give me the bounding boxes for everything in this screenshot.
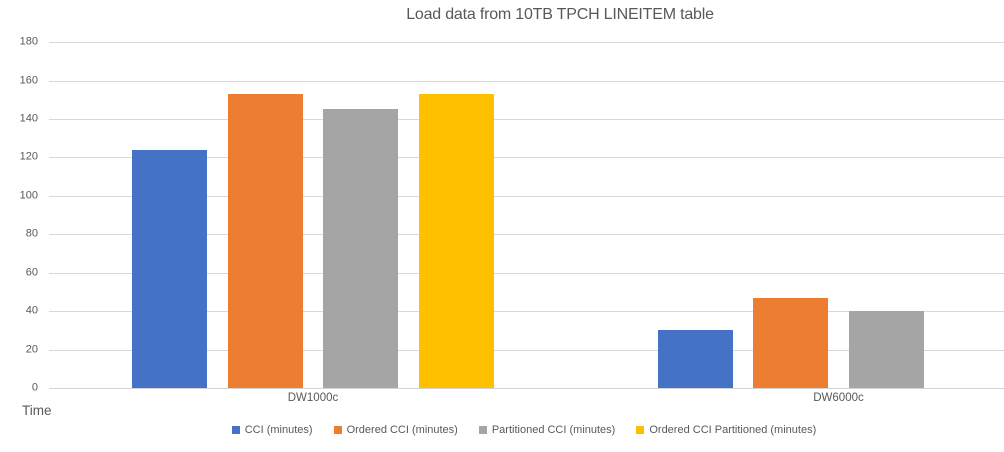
bar-dw6000c-series-2 bbox=[848, 311, 924, 388]
legend-item-series-3: Ordered CCI Partitioned (minutes) bbox=[636, 424, 816, 436]
gridline bbox=[49, 157, 1004, 159]
x-axis-line bbox=[49, 388, 1004, 389]
y-tick-label: 100 bbox=[19, 189, 38, 202]
bar-dw1000c-series-0 bbox=[132, 149, 208, 388]
legend-swatch-icon bbox=[333, 426, 342, 434]
gridline bbox=[49, 272, 1004, 274]
bar-dw6000c-series-0 bbox=[657, 330, 733, 388]
legend-swatch-icon bbox=[231, 426, 240, 434]
y-tick-label: 20 bbox=[25, 343, 38, 356]
category-label-dw6000c: DW6000c bbox=[813, 392, 864, 404]
axis-title-time: Time bbox=[22, 403, 52, 418]
gridline bbox=[49, 119, 1004, 121]
legend-swatch-icon bbox=[636, 426, 645, 434]
gridline bbox=[49, 311, 1004, 313]
legend: CCI (minutes) Ordered CCI (minutes) Partit… bbox=[44, 424, 1004, 436]
legend-label: Ordered CCI (minutes) bbox=[346, 424, 458, 436]
y-tick-label: 60 bbox=[25, 266, 38, 279]
bar-dw1000c-series-3 bbox=[418, 94, 494, 388]
category-label-dw1000c: DW1000c bbox=[287, 392, 339, 404]
legend-label: CCI (minutes) bbox=[244, 424, 313, 436]
y-tick-label: 40 bbox=[25, 304, 38, 317]
gridline bbox=[49, 42, 1004, 44]
bar-dw1000c-series-1 bbox=[227, 94, 303, 388]
legend-swatch-icon bbox=[478, 426, 487, 434]
legend-item-series-2: Partitioned CCI (minutes) bbox=[478, 424, 616, 436]
bar-dw1000c-series-2 bbox=[323, 109, 399, 388]
legend-label: Partitioned CCI (minutes) bbox=[491, 424, 616, 436]
y-tick-label: 180 bbox=[19, 35, 38, 48]
gridline bbox=[49, 349, 1004, 351]
chart-title: Load data from 10TB TPCH LINEITEM table bbox=[406, 6, 714, 23]
gridline bbox=[49, 80, 1004, 82]
y-tick-label: 160 bbox=[19, 74, 38, 87]
y-tick-label: 0 bbox=[31, 381, 38, 394]
y-tick-label: 120 bbox=[19, 150, 38, 163]
gridline bbox=[49, 234, 1004, 236]
legend-item-series-0: CCI (minutes) bbox=[231, 424, 313, 436]
y-tick-label: 80 bbox=[25, 227, 38, 240]
legend-label: Ordered CCI Partitioned (minutes) bbox=[649, 424, 817, 436]
bar-dw6000c-series-1 bbox=[753, 297, 829, 388]
y-tick-label: 140 bbox=[19, 112, 38, 125]
legend-item-series-1: Ordered CCI (minutes) bbox=[333, 424, 458, 436]
gridline bbox=[49, 195, 1004, 197]
